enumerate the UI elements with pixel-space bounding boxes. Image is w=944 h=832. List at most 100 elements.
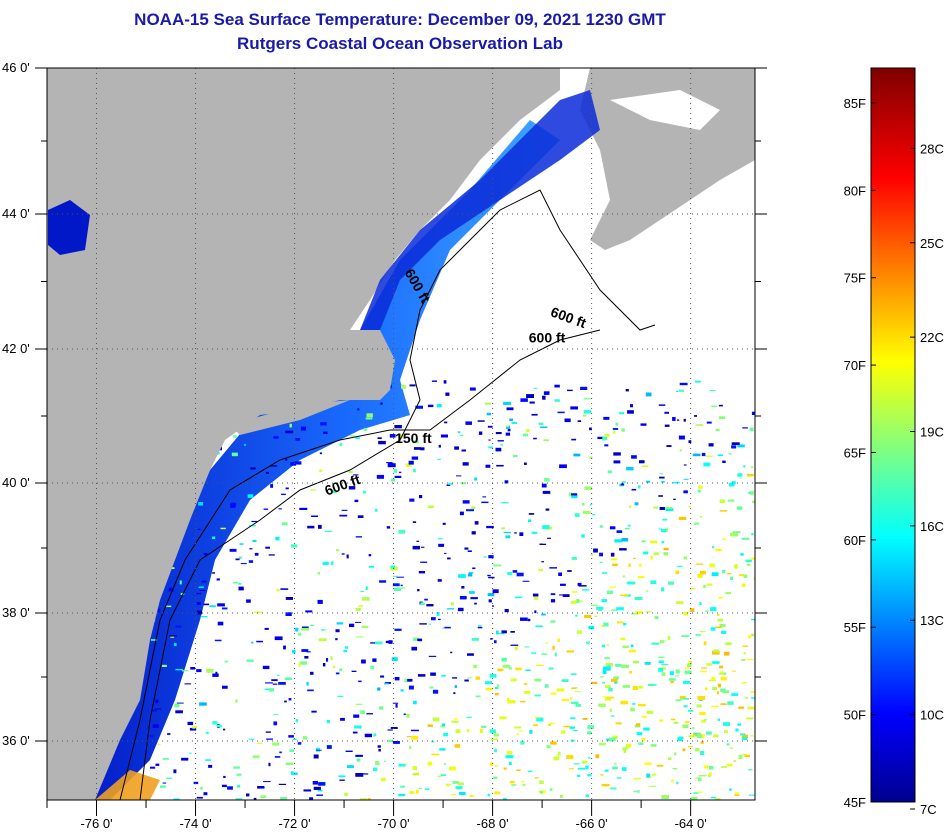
sst-pixel bbox=[719, 510, 728, 512]
sst-pixel bbox=[512, 570, 518, 573]
sst-pixel bbox=[313, 786, 321, 790]
sst-pixel bbox=[514, 532, 517, 534]
sst-pixel bbox=[284, 700, 287, 703]
sst-pixel bbox=[161, 664, 167, 667]
sst-pixel bbox=[387, 729, 393, 731]
sst-pixel bbox=[413, 637, 419, 641]
sst-pixel bbox=[624, 594, 628, 596]
sst-pixel bbox=[582, 511, 591, 514]
sst-pixel bbox=[745, 696, 748, 699]
sst-pixel bbox=[676, 781, 679, 785]
sst-pixel bbox=[487, 425, 493, 428]
sst-pixel bbox=[708, 443, 714, 447]
sst-pixel bbox=[494, 640, 497, 644]
sst-pixel bbox=[679, 695, 686, 700]
sst-pixel bbox=[466, 509, 474, 512]
sst-pixel bbox=[608, 687, 613, 692]
sst-pixel bbox=[441, 675, 446, 677]
sst-pixel bbox=[184, 683, 192, 685]
sst-pixel bbox=[384, 682, 389, 685]
sst-pixel bbox=[724, 651, 730, 656]
sst-pixel bbox=[300, 661, 307, 665]
sst-pixel bbox=[256, 742, 263, 744]
sst-pixel bbox=[514, 726, 522, 729]
sst-pixel bbox=[659, 507, 666, 510]
sst-pixel bbox=[585, 794, 590, 797]
sst-pixel bbox=[531, 652, 537, 654]
sst-pixel bbox=[439, 748, 446, 751]
sst-pixel bbox=[699, 602, 702, 605]
sst-pixel bbox=[676, 565, 683, 568]
sst-pixel bbox=[442, 522, 446, 525]
sst-pixel bbox=[560, 583, 566, 586]
sst-pixel bbox=[201, 580, 207, 583]
sst-pixel bbox=[626, 743, 632, 748]
sst-pixel bbox=[727, 499, 735, 502]
sst-pixel bbox=[601, 681, 606, 684]
sst-pixel bbox=[562, 594, 570, 597]
lat-tick-label: 46 0' bbox=[2, 60, 30, 75]
sst-pixel bbox=[664, 424, 670, 427]
sst-pixel bbox=[629, 671, 632, 674]
sst-pixel bbox=[688, 506, 691, 508]
sst-pixel bbox=[468, 572, 474, 574]
lat-lon-grid bbox=[47, 68, 755, 800]
sst-pixel bbox=[648, 785, 656, 787]
sst-pixel bbox=[520, 617, 528, 621]
sst-pixel bbox=[532, 593, 539, 597]
sst-pixel bbox=[470, 597, 478, 600]
sst-pixel bbox=[695, 777, 699, 779]
sst-pixel bbox=[246, 793, 250, 797]
sst-pixel bbox=[501, 630, 507, 634]
lon-tick-label: -74 0' bbox=[179, 816, 211, 831]
sst-pixel bbox=[222, 685, 228, 689]
sst-pixel bbox=[728, 482, 735, 487]
sst-pixel bbox=[274, 636, 283, 641]
sst-pixel bbox=[749, 427, 754, 431]
sst-pixel bbox=[541, 613, 546, 616]
sst-pixel bbox=[617, 621, 624, 624]
sst-pixel bbox=[475, 676, 480, 680]
sst-pixel bbox=[320, 422, 327, 426]
sst-pixel bbox=[550, 593, 556, 596]
sst-pixel bbox=[173, 769, 177, 774]
sst-pixel bbox=[438, 444, 441, 448]
sst-pixel bbox=[394, 475, 402, 478]
sst-pixel bbox=[310, 624, 315, 626]
sst-pixel bbox=[712, 545, 715, 549]
sst-pixel bbox=[703, 641, 707, 646]
sst-pixel bbox=[590, 553, 594, 556]
sst-pixel bbox=[231, 452, 238, 457]
sst-pixel bbox=[394, 677, 400, 681]
sst-pixel bbox=[561, 730, 566, 734]
sst-pixel bbox=[409, 745, 412, 749]
sst-pixel bbox=[708, 765, 714, 770]
sst-pixel bbox=[651, 773, 657, 776]
sst-pixel bbox=[564, 418, 571, 423]
sst-pixel bbox=[495, 686, 499, 689]
sst-pixel bbox=[452, 677, 458, 679]
sst-pixel bbox=[731, 670, 737, 672]
sst-pixel bbox=[252, 540, 257, 542]
sst-pixel bbox=[304, 656, 309, 659]
sst-pixel bbox=[606, 590, 614, 595]
sst-pixel bbox=[436, 612, 440, 616]
sst-pixel bbox=[598, 703, 606, 707]
sst-pixel bbox=[295, 719, 298, 723]
sst-pixel bbox=[721, 569, 726, 574]
sst-pixel bbox=[409, 384, 416, 387]
sst-pixel bbox=[373, 733, 377, 737]
sst-pixel bbox=[516, 733, 519, 735]
sst-pixel bbox=[633, 777, 641, 780]
sst-pixel bbox=[519, 532, 524, 536]
sst-pixel bbox=[725, 592, 731, 595]
sst-pixel bbox=[497, 440, 504, 442]
sst-pixel bbox=[719, 665, 724, 669]
land-coastal-blue-maine bbox=[360, 90, 600, 330]
sst-pixel bbox=[223, 728, 226, 731]
sst-pixel bbox=[688, 440, 692, 443]
lat-tick-label: 42 0' bbox=[2, 341, 30, 356]
sst-pixel bbox=[682, 748, 686, 752]
sst-pixel bbox=[550, 741, 557, 745]
sst-pixel bbox=[339, 442, 343, 447]
